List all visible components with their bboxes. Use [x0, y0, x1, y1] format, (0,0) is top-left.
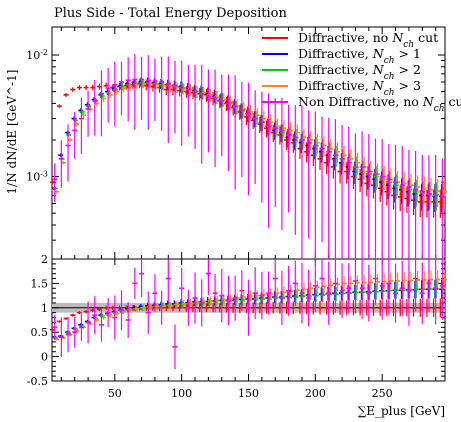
ratio-y-tick-label: 0.5: [31, 326, 49, 339]
ratio-y-tick-label: 0: [41, 351, 48, 364]
x-axis-title: ∑E_plus [GeV]: [358, 404, 445, 418]
y-axis-title: 1/N dN/dE [GeV^-1]: [5, 70, 19, 195]
main-data-points: [50, 54, 447, 259]
x-tick-label: 150: [238, 387, 259, 400]
ratio-data-points: [50, 259, 447, 370]
legend-label: Non Diffractive, no Nch cut: [298, 94, 461, 114]
legend-label: Diffractive, Nch > 2: [298, 62, 421, 82]
x-tick-label: 100: [171, 387, 192, 400]
legend-label: Diffractive, Nch > 3: [298, 78, 421, 98]
legend-label: Diffractive, no Nch cut: [298, 30, 438, 50]
x-tick-label: 200: [305, 387, 326, 400]
main-y-tick-label: 10-3: [26, 169, 48, 184]
chart-title: Plus Side - Total Energy Deposition: [54, 6, 287, 21]
ratio-y-tick-label: 2: [41, 253, 48, 266]
ratio-y-tick-label: 1: [41, 302, 48, 315]
ratio-y-tick-label: 1.5: [31, 277, 49, 290]
legend-label: Diffractive, Nch > 1: [298, 46, 421, 66]
x-tick-label: 250: [372, 387, 393, 400]
ratio-y-tick-label: -0.5: [27, 375, 48, 388]
main-y-tick-label: 10-2: [26, 48, 48, 63]
x-tick-label: 50: [108, 387, 122, 400]
